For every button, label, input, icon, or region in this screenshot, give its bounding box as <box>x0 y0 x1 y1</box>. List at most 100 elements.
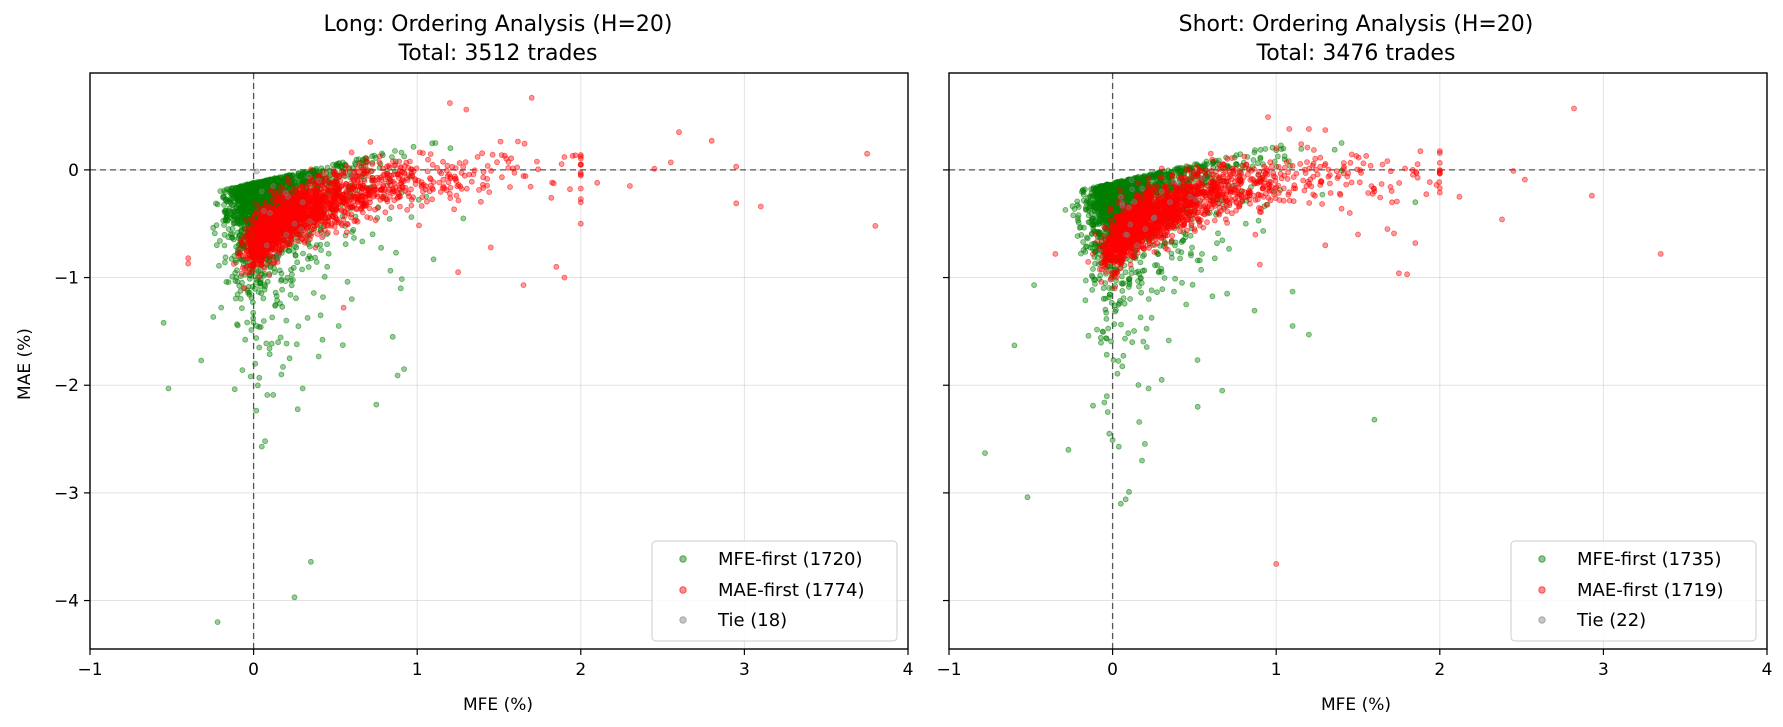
long-legend: MFE-first (1720) MAE-first (1774) Tie (1… <box>651 540 898 642</box>
scatter-point <box>229 191 236 198</box>
scatter-point <box>367 138 374 145</box>
scatter-point <box>498 152 505 159</box>
scatter-point <box>280 363 286 370</box>
short-chart-subtitle: Total: 3476 trades <box>1256 41 1456 66</box>
scatter-point <box>279 286 286 293</box>
scatter-point <box>561 154 568 160</box>
scatter-point <box>1137 314 1144 321</box>
short-chart-title: Short: Ordering Analysis (H=20) <box>1179 12 1534 37</box>
scatter-point <box>279 303 286 310</box>
long-x-tick-label-3: 2 <box>575 660 586 680</box>
long-y-axis-label: MAE (%) <box>15 328 35 400</box>
scatter-point <box>308 166 315 173</box>
scatter-point <box>1119 287 1126 294</box>
scatter-point <box>462 159 469 166</box>
scatter-point <box>248 327 255 333</box>
scatter-point <box>401 366 408 373</box>
scatter-point <box>304 314 311 321</box>
scatter-point <box>246 269 253 276</box>
scatter-point <box>474 153 481 160</box>
scatter-point <box>393 249 399 256</box>
scatter-point <box>1119 363 1126 370</box>
scatter-point <box>340 304 347 311</box>
scatter-point <box>427 151 434 158</box>
scatter-point <box>447 184 454 191</box>
scatter-point <box>455 269 462 276</box>
scatter-point <box>447 145 454 152</box>
scatter-point <box>254 382 261 389</box>
scatter-point <box>301 176 308 183</box>
scatter-point <box>1226 245 1232 252</box>
scatter-point <box>1090 402 1096 409</box>
scatter-point <box>339 342 346 349</box>
scatter-point <box>218 304 225 311</box>
scatter-point <box>558 161 565 168</box>
scatter-point <box>1111 321 1118 328</box>
scatter-point <box>1105 325 1112 332</box>
scatter-point <box>451 206 458 213</box>
scatter-point <box>316 177 322 184</box>
scatter-point <box>231 208 238 215</box>
scatter-point <box>452 165 459 172</box>
scatter-point <box>243 216 250 223</box>
scatter-point <box>1274 153 1281 160</box>
scatter-point <box>277 334 284 341</box>
scatter-point <box>254 261 261 268</box>
scatter-point <box>216 237 223 244</box>
scatter-point <box>336 173 343 180</box>
scatter-point <box>489 151 496 158</box>
scatter-point <box>333 229 340 236</box>
scatter-point <box>318 197 325 204</box>
scatter-point <box>290 264 297 271</box>
scatter-point <box>290 248 297 255</box>
scatter-point <box>388 204 395 211</box>
scatter-point <box>484 175 491 182</box>
scatter-point <box>283 340 290 347</box>
scatter-point <box>397 285 404 292</box>
scatter-point <box>1331 146 1338 153</box>
scatter-point <box>301 237 308 244</box>
scatter-point <box>424 168 431 175</box>
scatter-point <box>1085 219 1092 226</box>
scatter-point <box>1262 146 1269 152</box>
scatter-point <box>1233 161 1239 168</box>
long-y-tick-label-4: 0 <box>68 161 79 181</box>
scatter-point <box>1260 227 1267 234</box>
scatter-point <box>394 195 401 202</box>
scatter-point <box>250 315 257 322</box>
scatter-point <box>418 202 425 209</box>
scatter-point <box>325 200 331 206</box>
scatter-point <box>263 235 270 242</box>
scatter-point <box>239 279 246 286</box>
scatter-point <box>278 270 285 277</box>
scatter-point <box>872 222 879 229</box>
long-x-axis-label: MFE (%) <box>463 695 533 715</box>
scatter-point <box>1175 248 1181 255</box>
scatter-point <box>1088 210 1095 217</box>
scatter-point <box>1338 140 1345 146</box>
scatter-point <box>320 168 327 175</box>
scatter-point <box>255 242 262 249</box>
scatter-point <box>275 189 282 196</box>
scatter-point <box>379 165 386 172</box>
scatter-point <box>463 106 470 113</box>
scatter-point <box>350 226 357 233</box>
scatter-point <box>1106 294 1112 301</box>
scatter-point <box>320 212 327 218</box>
scatter-point <box>249 254 256 261</box>
scatter-point <box>1214 240 1220 247</box>
scatter-point <box>1161 275 1168 281</box>
scatter-point <box>291 185 298 192</box>
scatter-point <box>306 182 313 189</box>
scatter-point <box>324 263 331 270</box>
scatter-point <box>1198 266 1204 273</box>
scatter-point <box>1080 189 1087 196</box>
scatter-point <box>266 345 273 352</box>
scatter-point <box>1280 145 1287 152</box>
scatter-point <box>521 140 528 147</box>
scatter-point <box>398 149 405 156</box>
scatter-point <box>460 215 467 222</box>
scatter-point <box>396 158 403 165</box>
scatter-point <box>336 186 343 193</box>
scatter-point <box>211 230 218 237</box>
